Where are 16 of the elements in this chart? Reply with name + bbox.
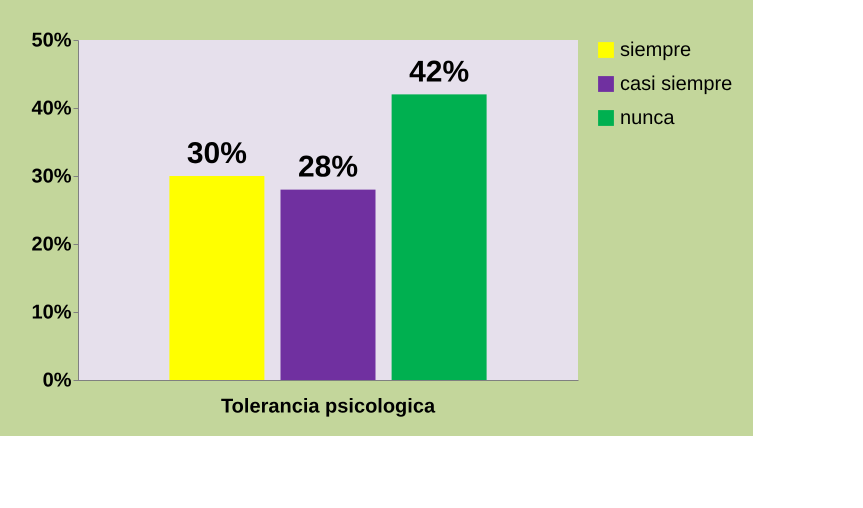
bar [392, 94, 487, 380]
y-tick-label: 50% [31, 30, 72, 52]
data-label: 30% [186, 137, 247, 170]
data-label: 28% [298, 150, 358, 184]
legend-label: siempre [620, 39, 692, 61]
legend-label: nunca [620, 107, 676, 129]
legend-label: casi siempre [620, 73, 732, 95]
bar [280, 190, 376, 380]
y-tick-label: 30% [31, 166, 72, 188]
y-tick-label: 40% [31, 98, 72, 120]
bar [169, 176, 264, 380]
data-label: 42% [409, 55, 470, 88]
y-tick-label: 10% [31, 302, 72, 324]
y-tick-label: 0% [42, 370, 72, 392]
x-tick-label: Tolerancia psicologica [220, 396, 436, 418]
y-tick-label: 20% [31, 234, 72, 256]
